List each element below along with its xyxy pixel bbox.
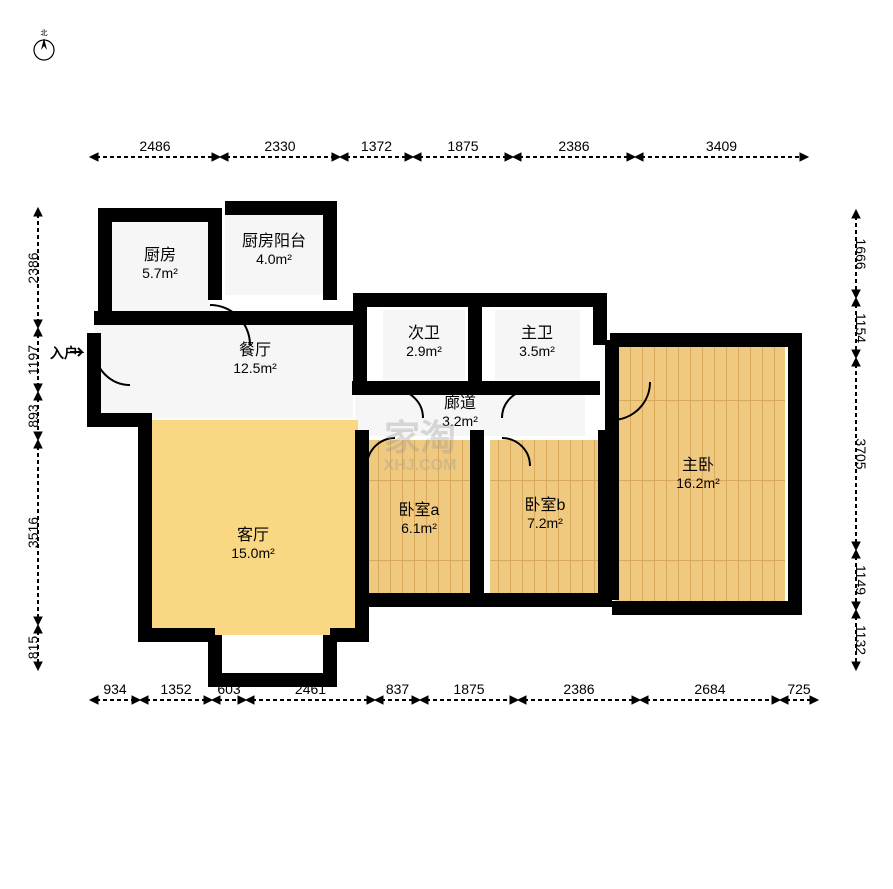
- dim-label: 1875: [453, 681, 484, 697]
- svg-text:家淘: 家淘: [384, 417, 456, 458]
- watermark: 家淘 XHJ.COM: [384, 417, 457, 474]
- dim-label: 893: [25, 404, 41, 428]
- room-area: 6.1m²: [401, 520, 437, 536]
- svg-text:XHJ.COM: XHJ.COM: [384, 457, 457, 474]
- dim-label: 1352: [160, 681, 191, 697]
- room-label: 卧室a: [399, 501, 440, 519]
- dim-label: 2486: [139, 138, 170, 154]
- dim-label: 1875: [447, 138, 478, 154]
- room-area: 15.0m²: [231, 545, 275, 561]
- room-area: 16.2m²: [676, 475, 720, 491]
- dimensions-bottom: 934 1352 603 2461 837 1875 2386 2684 725: [90, 681, 818, 704]
- dim-label: 1154: [853, 313, 869, 343]
- dim-label: 934: [103, 681, 127, 697]
- floor-plan: 北 入户 厨房5.7m²厨房阳台4.0m²餐厅12.5m²次卫2.9m²主卫3.…: [0, 0, 893, 889]
- room-area: 2.9m²: [406, 343, 442, 359]
- dim-label: 1372: [361, 138, 392, 154]
- dimensions-top: 2486 2330 1372 1875 2386 3409: [90, 138, 808, 161]
- room-餐厅: [95, 318, 353, 418]
- dim-label: 1149: [853, 565, 869, 595]
- dim-label: 3409: [706, 138, 737, 154]
- room-label: 廊道: [444, 394, 476, 412]
- dimensions-left: 2386 1197 893 3516 815: [25, 208, 42, 670]
- room-label: 厨房: [144, 246, 176, 264]
- dim-label: 2386: [558, 138, 589, 154]
- compass-label: 北: [41, 29, 48, 37]
- room-area: 5.7m²: [142, 265, 178, 281]
- room-area: 7.2m²: [527, 515, 563, 531]
- room-label: 客厅: [237, 526, 269, 544]
- dim-label: 1132: [853, 625, 869, 655]
- dim-label: 815: [25, 636, 41, 660]
- dim-label: 2386: [25, 252, 41, 283]
- dim-label: 2330: [264, 138, 295, 154]
- room-area: 12.5m²: [233, 360, 277, 376]
- room-label: 主卧: [682, 456, 714, 474]
- dim-label: 2684: [694, 681, 725, 697]
- room-area: 3.5m²: [519, 343, 555, 359]
- dim-label: 2461: [295, 681, 326, 697]
- room-label: 主卫: [521, 324, 553, 342]
- dimensions-right: 1666 1154 3705 1149 1132: [852, 210, 869, 670]
- dim-label: 1197: [25, 345, 41, 375]
- room-label: 餐厅: [239, 341, 271, 359]
- dim-label: 3516: [25, 517, 41, 548]
- dim-label: 1666: [853, 238, 869, 269]
- room-area: 4.0m²: [256, 251, 292, 267]
- room-label: 卧室b: [525, 496, 566, 514]
- compass-icon: 北: [34, 29, 54, 60]
- dim-label: 3705: [853, 438, 869, 469]
- dim-label: 603: [217, 681, 241, 697]
- dim-label: 837: [386, 681, 410, 697]
- dim-label: 2386: [563, 681, 594, 697]
- room-主卧: [615, 345, 785, 603]
- room-label: 次卫: [408, 324, 440, 342]
- room-label: 厨房阳台: [242, 232, 306, 250]
- dim-label: 725: [787, 681, 811, 697]
